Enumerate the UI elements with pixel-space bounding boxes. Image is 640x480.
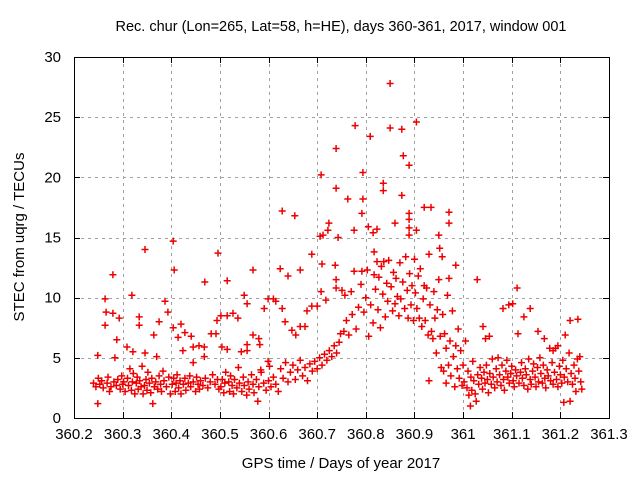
axis-tick-marks <box>74 57 610 419</box>
x-tick-label: 360.2 <box>55 426 93 443</box>
x-tick-label: 361 <box>451 426 476 443</box>
x-tick-label: 360.3 <box>104 426 142 443</box>
data-points <box>90 80 586 410</box>
y-tick-label: 15 <box>44 230 61 247</box>
x-tick-label: 361.3 <box>590 426 628 443</box>
x-tick-label: 361.1 <box>493 426 531 443</box>
chart-title: Rec. chur (Lon=265, Lat=58, h=HE), days … <box>115 19 566 35</box>
x-tick-label: 360.6 <box>250 426 288 443</box>
x-tick-label: 360.8 <box>347 426 385 443</box>
y-tick-label: 0 <box>53 410 61 427</box>
y-tick-label: 20 <box>44 169 61 186</box>
scatter-series-stec <box>90 80 586 410</box>
y-tick-labels: 0 5 10 15 20 25 30 <box>44 49 61 427</box>
y-tick-label: 25 <box>44 109 61 126</box>
y-tick-label: 10 <box>44 290 61 307</box>
y-axis-label: STEC from uqrg / TECUs <box>11 153 28 322</box>
x-axis-label: GPS time / Days of year 2017 <box>242 455 440 472</box>
x-tick-label: 360.4 <box>152 426 190 443</box>
y-tick-label: 5 <box>53 350 61 367</box>
y-tick-label: 30 <box>44 49 61 66</box>
x-tick-label: 360.5 <box>201 426 239 443</box>
x-tick-label: 360.7 <box>298 426 336 443</box>
x-tick-label: 361.2 <box>542 426 580 443</box>
x-tick-label: 360.9 <box>396 426 434 443</box>
x-tick-labels: 360.2 360.3 360.4 360.5 360.6 360.7 360.8 360.9… <box>55 426 628 443</box>
grid-lines <box>74 57 609 418</box>
plot-border <box>74 57 610 419</box>
